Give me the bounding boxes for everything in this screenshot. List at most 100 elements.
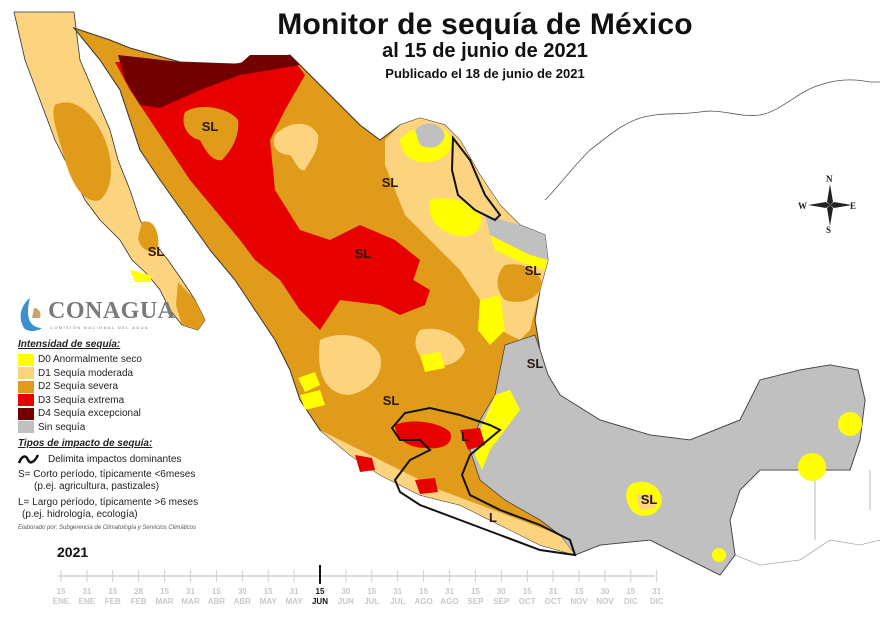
impact-label: SL [527,356,544,371]
legend-swatch [18,380,34,393]
tick-day: 15 [56,587,66,596]
tick-month: FEB [104,597,121,606]
timeline-axis [58,565,658,584]
timeline-tick-label: 15 ABR [201,587,231,607]
compass-rose: N W E S [798,174,856,238]
southwest-impact-boundary [390,406,577,557]
timeline-tick-label: 31 AGO [435,587,465,607]
conagua-wave-icon [20,298,42,331]
tamaulipas-d2-patch [497,264,542,302]
tick-day: 15 [108,587,118,596]
timeline-tick-label: 15 MAY [253,587,283,607]
legend-label: D2 Sequía severa [38,381,119,393]
timeline-tick-label: 31 MAR [176,587,206,607]
timeline-current-label: 15 JUN [305,587,335,607]
timeline-tick-label: 15 AGO [409,587,439,607]
tick-day: 30 [600,587,610,596]
legend-label: D4 Sequía excepcional [38,408,141,420]
durango-d3-area [375,275,430,315]
timeline-tick-label: 15 NOV [564,587,594,607]
southwest-d1-area [320,430,575,555]
conagua-logo: CONAGUA COMISIÓN NACIONAL DEL AGUA [16,296,175,336]
tick-day: 15 [315,587,325,596]
timeline-tick-label: 31 DIC [642,587,672,607]
map-title: Monitor de sequía de México [277,8,693,41]
tick-day: 31 [82,587,92,596]
veracruz-d0-edge [475,390,520,470]
compass-west-label: W [798,201,807,211]
tick-day: 28 [134,587,144,596]
sonora-sl-d2-area [183,106,239,161]
central-d0-area [300,295,505,410]
tick-day: 31 [393,587,403,596]
sonora-d4-area [118,55,300,108]
impact-line-icon [18,454,40,464]
tick-month: ENE [78,597,96,606]
timeline-tick-label: 15 MAR [150,587,180,607]
us-gulf-coastline [544,79,880,201]
timeline-tick-label: 15 SEP [460,587,490,607]
tick-day: 15 [160,587,170,596]
legend-item-d1: D1 Sequía moderada [18,367,258,381]
legend-label: D1 Sequía moderada [38,367,134,379]
timeline-tick-label: 30 SEP [486,587,516,607]
tick-day: 15 [574,587,584,596]
timeline-tick-label: 31 JUL [383,587,413,607]
yucatan-d0-spot-1 [798,453,826,481]
tick-month: MAR [155,597,174,606]
nayarit-d0-area [298,372,320,392]
tick-day: 31 [445,587,454,596]
tick-month: AGO [440,597,459,606]
chiapas-d0-spot [712,548,726,562]
tick-month: NOV [596,597,614,606]
compass-south-label: S [826,225,832,235]
timeline-tick-label: 28 FEB [124,587,154,607]
published-date: Publicado el 18 de junio de 2021 [385,66,585,81]
timeline-tick-label: 15 FEB [98,587,128,607]
tick-month: MAY [259,597,277,606]
tamaulipas-none-area [485,215,548,260]
long-term-impact: L= Largo período, típicamente >6 meses (… [18,497,258,521]
tick-month: JUL [390,597,406,606]
southeast-none-area [469,334,866,576]
compass-north-label: N [826,174,833,184]
legend-swatch [18,353,34,366]
impact-line-legend: Delimita impactos dominantes [18,453,258,465]
legend-label: D3 Sequía extrema [38,394,125,406]
michoacan-d3-area [355,421,485,494]
legend-swatch [18,367,34,380]
tick-month: MAY [285,597,303,606]
chihuahua-d1-area [273,123,319,171]
tick-month: DIC [649,597,664,606]
tick-month: NOV [570,597,588,606]
tick-day: 15 [419,587,429,596]
timeline: 15 ENE 31 ENE 15 FEB 28 FEB 15 MAR 31 MAR 15 ABR 30 ABR… [0,560,880,623]
legend-swatch [18,394,34,407]
impact-label: SL [641,492,658,507]
impact-label: SL [355,246,372,261]
tick-month: ABR [207,597,226,606]
impact-label: SL [202,119,219,134]
legend-label: D0 Anormalmente seco [38,354,142,366]
coahuila-d0-area [400,126,481,237]
coahuila-none-area [415,123,445,148]
tamaulipas-d0-strip [490,235,548,270]
tick-month: JUN [337,597,354,606]
tick-day: 15 [626,587,636,596]
long-term-examples: (p.ej. hidrología, ecología) [22,509,138,520]
tamaulipas-impact-boundary [450,135,502,222]
short-term-label: S= Corto período, típicamente <6meses [18,469,196,480]
tick-day: 31 [289,587,299,596]
timeline-tick-label: 15 DIC [616,587,646,607]
compass-star-icon [808,184,852,226]
long-term-label: L= Largo período, típicamente >6 meses [18,497,199,508]
tick-day: 31 [548,587,558,596]
tick-day: 30 [496,587,506,596]
impact-label: L [489,510,497,525]
map-date: al 15 de junio de 2021 [382,40,588,62]
impact-line-label: Delimita impactos dominantes [48,453,182,465]
tick-day: 31 [186,587,195,596]
timeline-tick-label: 30 ABR [227,587,257,607]
tick-month: DIC [623,597,638,606]
timeline-tick-label: 31 OCT [538,587,568,607]
